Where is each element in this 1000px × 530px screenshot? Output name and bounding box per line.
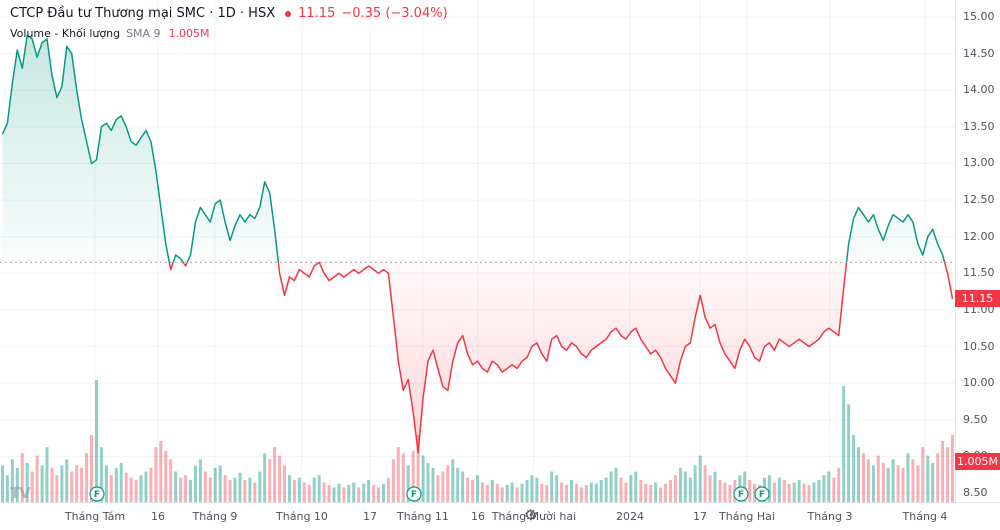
price-axis-label: 12.50 xyxy=(963,193,995,207)
time-axis-label: 16 xyxy=(151,510,165,523)
price-axis-label: 14.50 xyxy=(963,46,995,60)
time-axis-label: 16 xyxy=(471,510,485,523)
symbol-legend-row: CTCP Đầu tư Thương mại SMC · 1D · HSX 11… xyxy=(10,6,454,21)
price-line-up xyxy=(1,34,946,263)
time-axis-label: Tháng 11 xyxy=(397,510,449,523)
price-axis[interactable]: 15.00 14.50 14.00 13.50 13.00 12.50 12.00 11.50… xyxy=(955,0,1000,502)
market-status-dot xyxy=(285,10,292,17)
price-line-down xyxy=(168,262,954,454)
time-axis-label: Tháng Mười hai xyxy=(491,510,577,523)
area-fill-below-baseline xyxy=(169,262,953,453)
price-axis-label: 8.50 xyxy=(963,486,988,499)
event-marker-f[interactable]: F xyxy=(733,486,749,502)
price-axis-label: 15.00 xyxy=(963,10,995,23)
time-axis-label: Tháng 9 xyxy=(192,510,238,523)
price-axis-label: 9.50 xyxy=(963,412,988,426)
price-axis-label: 10.00 xyxy=(963,376,995,390)
time-axis[interactable]: Tháng Tám 16 Tháng 9 Tháng 10 17 Tháng 11 16 Th… xyxy=(0,502,1000,530)
volume-legend-row: Volume - Khối lượng SMA 9 1.005M xyxy=(10,27,454,40)
price-axis-label: 12.00 xyxy=(963,229,995,243)
area-fill-above-baseline xyxy=(2,35,953,263)
chart-legend: CTCP Đầu tư Thương mại SMC · 1D · HSX 11… xyxy=(10,6,454,40)
volume-indicator-label[interactable]: Volume - Khối lượng xyxy=(10,27,121,40)
symbol-title[interactable]: CTCP Đầu tư Thương mại SMC · 1D · HSX xyxy=(10,6,276,21)
time-axis-label: 2024 xyxy=(616,510,644,523)
volume-value-badge: 1.005M xyxy=(955,453,1000,471)
time-axis-label: 17 xyxy=(693,510,707,523)
price-axis-label: 14.00 xyxy=(963,83,995,97)
event-marker-f[interactable]: F xyxy=(406,486,422,502)
svg-text:F: F xyxy=(759,490,765,500)
svg-text:F: F xyxy=(738,490,744,500)
price-axis-label: 11.50 xyxy=(963,266,995,280)
time-axis-label: Tháng 10 xyxy=(276,510,328,523)
volume-sma-value: 1.005M xyxy=(168,27,210,40)
volume-sma-label: SMA 9 xyxy=(126,27,161,40)
price-axis-label: 13.50 xyxy=(963,119,995,133)
last-price-text: 11.15 xyxy=(298,6,336,21)
price-change-text: −0.35 (−3.04%) xyxy=(341,6,448,21)
time-axis-label: Tháng 4 xyxy=(902,510,948,523)
time-axis-label: Tháng Tám xyxy=(64,510,126,523)
last-price-badge: 11.15 xyxy=(955,290,1000,308)
price-axis-label: 13.00 xyxy=(963,156,995,170)
tradingview-logo[interactable]: TV xyxy=(10,484,31,502)
time-axis-label: 17 xyxy=(363,510,377,523)
time-axis-label: Tháng Hai xyxy=(719,510,775,523)
event-marker-f[interactable]: F xyxy=(754,486,770,502)
svg-text:F: F xyxy=(411,490,417,500)
svg-text:F: F xyxy=(94,490,100,500)
price-axis-label: 10.50 xyxy=(963,339,995,353)
volume-bars xyxy=(1,380,954,502)
time-axis-label: Tháng 3 xyxy=(807,510,853,523)
settings-gear-icon[interactable]: ⚙ xyxy=(524,506,538,524)
event-marker-f[interactable]: F xyxy=(89,486,105,502)
